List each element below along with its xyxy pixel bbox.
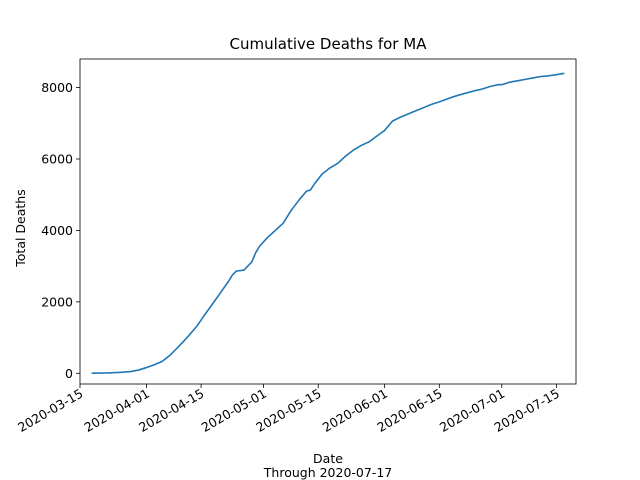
y-tick-label: 8000 (41, 80, 73, 95)
y-tick-label: 4000 (41, 223, 73, 238)
y-axis-title: Total Deaths (13, 189, 28, 267)
chart-title: Cumulative Deaths for MA (230, 35, 428, 53)
series-line-0 (91, 72, 565, 375)
axes-frame (79, 58, 577, 385)
x-axis-subtitle: Through 2020-07-17 (263, 465, 392, 480)
y-tick-label: 2000 (41, 294, 73, 309)
x-axis-title: Date (313, 451, 343, 466)
y-tick-label: 0 (65, 366, 73, 381)
y-tick-label: 6000 (41, 152, 73, 167)
